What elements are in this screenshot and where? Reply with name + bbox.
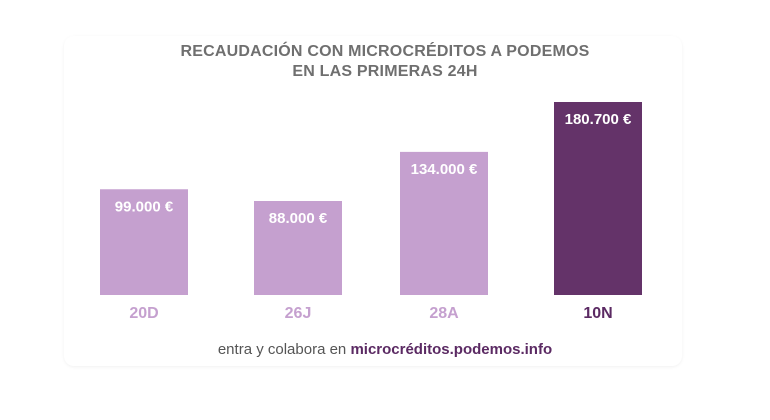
bar-10N [554,102,642,295]
value-label-26J: 88.000 € [269,210,328,227]
chart-title-line-1: RECAUDACIÓN CON MICROCRÉDITOS A PODEMOS [180,43,590,60]
value-label-20D: 99.000 € [115,198,174,215]
category-label-26J: 26J [285,305,312,322]
category-label-28A: 28A [429,305,459,322]
footer-url-link[interactable]: microcréditos.podemos.info [350,341,553,358]
bar-20D [100,189,188,295]
chart-title-line-2: EN LAS PRIMERAS 24H [292,63,478,80]
value-label-10N: 180.700 € [565,111,632,128]
value-label-28A: 134.000 € [411,161,478,178]
footer-line: entra y colabora en microcréditos.podemo… [0,341,770,358]
chart-title: RECAUDACIÓN CON MICROCRÉDITOS A PODEMOS … [0,42,770,82]
category-label-10N: 10N [583,305,612,322]
footer-text: entra y colabora en [217,341,351,358]
category-label-20D: 20D [129,305,158,322]
bar-28A [400,151,488,295]
bar-26J [254,201,342,295]
